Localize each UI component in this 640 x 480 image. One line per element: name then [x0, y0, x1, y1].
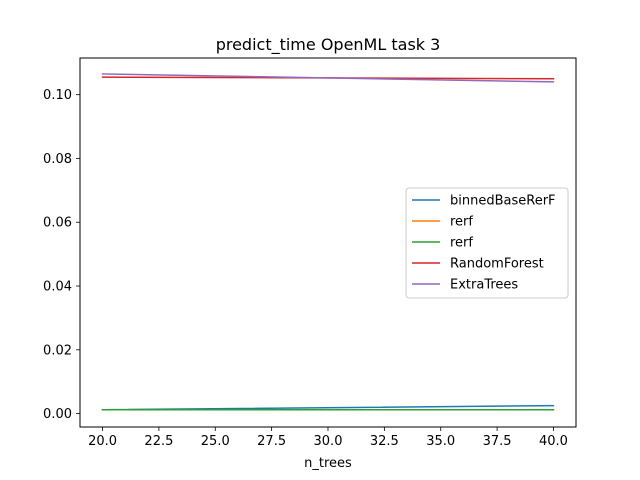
x-tick-label: 40.0	[539, 434, 568, 449]
y-tick-label: 0.10	[43, 88, 72, 103]
y-tick-label: 0.00	[43, 407, 72, 422]
x-tick-label: 27.5	[257, 434, 286, 449]
y-tick-label: 0.04	[43, 280, 72, 295]
legend-label: RandomForest	[450, 257, 544, 272]
x-axis-label: n_trees	[304, 456, 352, 471]
legend-label: ExtraTrees	[450, 278, 518, 293]
y-axis: 0.00 0.02 0.04 0.06 0.08 0.10	[43, 88, 80, 422]
x-axis: 20.0 22.5 25.0 27.5 30.0 32.5 35.0 37.5 40.0	[88, 427, 568, 449]
legend: binnedBaseRerF rerf rerf RandomForest ExtraT…	[405, 187, 569, 299]
legend-label: rerf	[450, 236, 473, 251]
x-tick-label: 22.5	[144, 434, 173, 449]
series-line-4	[101, 73, 555, 83]
legend-label: binnedBaseRerF	[450, 194, 556, 209]
x-tick-label: 20.0	[88, 434, 117, 449]
y-tick-label: 0.02	[43, 343, 72, 358]
x-tick-label: 32.5	[370, 434, 399, 449]
x-tick-label: 25.0	[201, 434, 230, 449]
x-tick-label: 35.0	[426, 434, 455, 449]
series-layer	[101, 73, 555, 411]
legend-frame	[405, 187, 569, 299]
y-tick-label: 0.06	[43, 216, 72, 231]
y-tick-label: 0.08	[43, 152, 72, 167]
x-tick-label: 37.5	[483, 434, 512, 449]
x-tick-label: 30.0	[314, 434, 343, 449]
chart-title: predict_time OpenML task 3	[216, 35, 441, 55]
legend-label: rerf	[450, 215, 473, 230]
